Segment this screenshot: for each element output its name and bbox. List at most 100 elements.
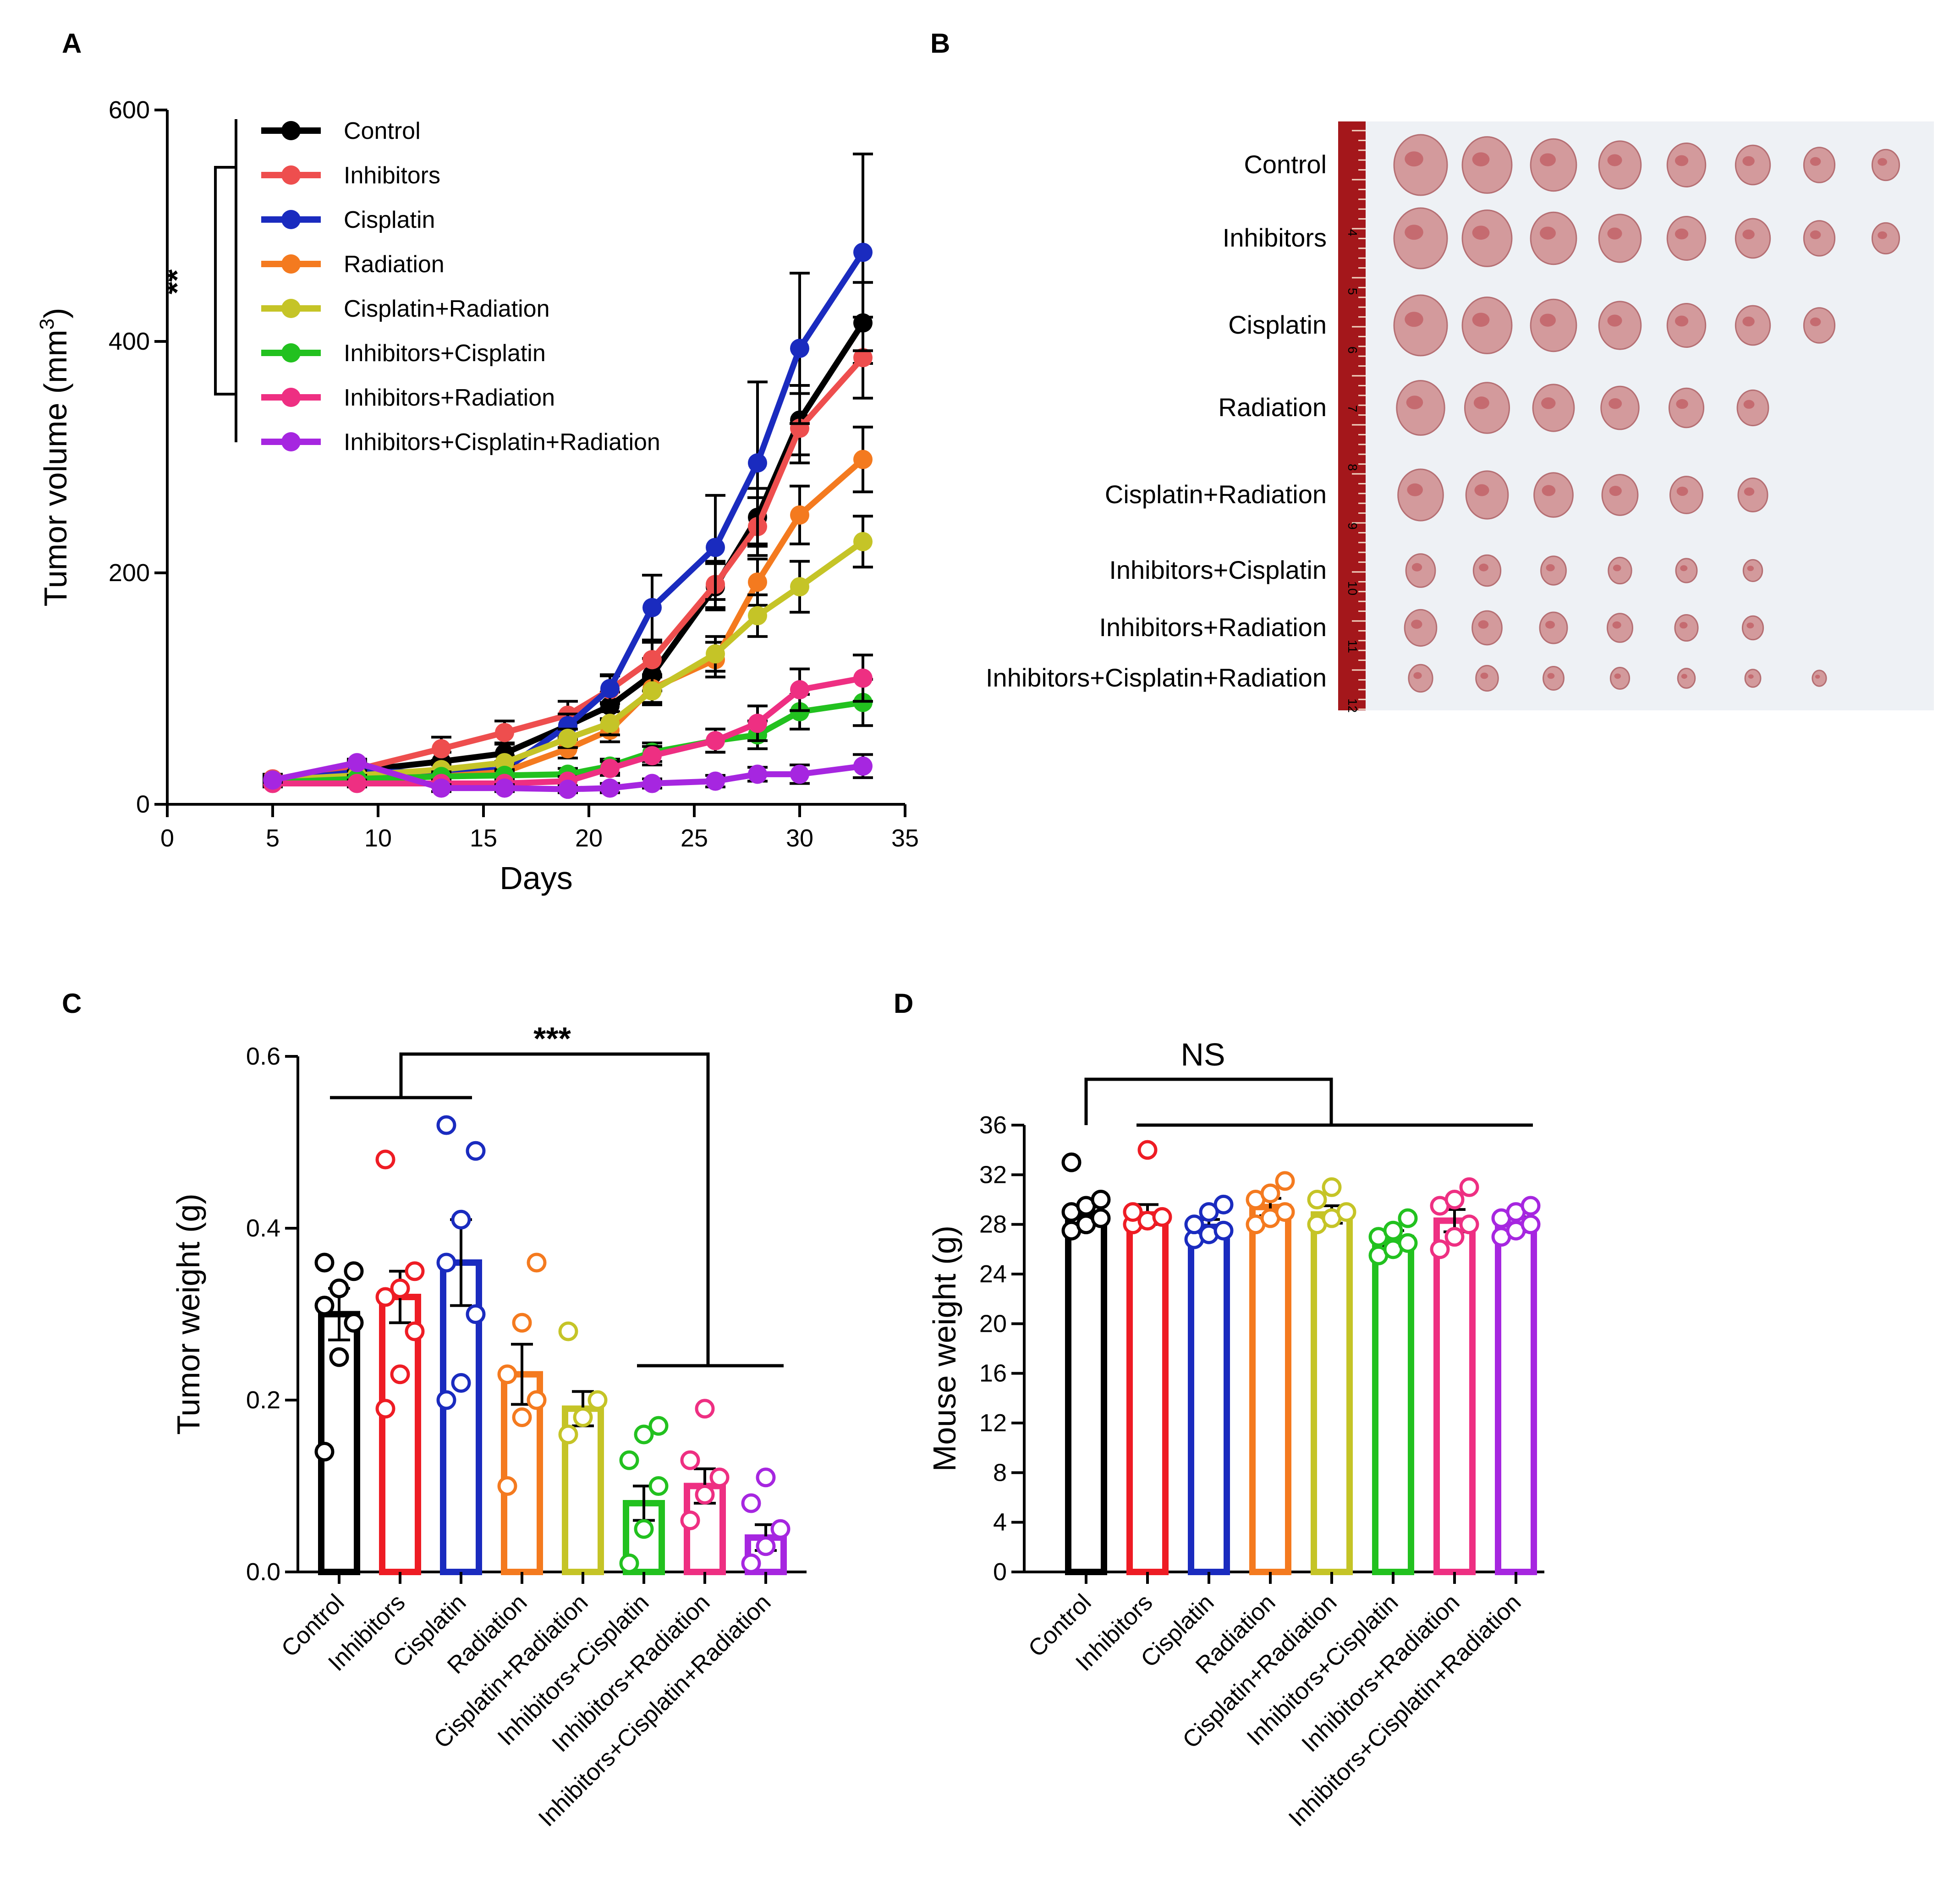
tumor-highlight (1742, 156, 1755, 166)
ruler-number: 11 (1345, 640, 1360, 653)
data-point (375, 1149, 395, 1170)
data-point (634, 1519, 654, 1539)
data-point (527, 1390, 547, 1410)
significance-bracket (1084, 1077, 1333, 1125)
data-point (1336, 1202, 1356, 1222)
data-point (642, 598, 662, 617)
tumor-volume-line-chart: 0 200 400 600 0 5 10 15 20 25 30 35 Days Tumor volume… (36, 96, 919, 896)
tumor-highlight (1680, 565, 1688, 571)
tumor-highlight (1547, 673, 1555, 679)
bar-Inhibitors+Cisplatin (1372, 1235, 1414, 1575)
data-point (512, 1407, 532, 1427)
tumor-sample (1472, 554, 1502, 587)
data-point (558, 1321, 578, 1341)
data-point (748, 714, 767, 733)
photo-row-label: Radiation (1218, 393, 1327, 422)
data-point (390, 1278, 410, 1298)
data-point (512, 1313, 532, 1333)
data-point (790, 680, 809, 700)
tumor-highlight (1609, 486, 1622, 496)
tumor-highlight (1472, 225, 1490, 240)
tumor-highlight (1405, 312, 1423, 327)
significance-label: *** (533, 1021, 571, 1056)
data-point (600, 758, 620, 778)
ruler-number: 7 (1345, 405, 1360, 412)
tumor-sample (1464, 382, 1510, 434)
tumor-sample (1669, 476, 1703, 514)
significance-bracket (399, 1052, 710, 1366)
data-point (790, 505, 809, 525)
ruler-number: 10 (1345, 581, 1360, 595)
legend-marker (281, 432, 301, 451)
y-tick-label: 20 (979, 1310, 1007, 1337)
y-tick-label: 36 (979, 1111, 1007, 1139)
tumor-sample (1404, 609, 1438, 647)
data-point (853, 348, 873, 368)
data-point (1398, 1233, 1418, 1253)
data-point (642, 650, 662, 670)
data-point (1061, 1152, 1082, 1172)
y-tick-label: 8 (993, 1459, 1007, 1486)
significance-label: ** (159, 269, 195, 294)
series-Inhibitors+Cisplatin+Radiation (263, 753, 873, 799)
data-point (263, 770, 282, 790)
tumor-sample (1608, 556, 1632, 585)
data-point (436, 1253, 456, 1273)
ruler-number: 9 (1345, 522, 1360, 530)
tumor-highlight (1676, 486, 1688, 496)
data-point (853, 532, 873, 551)
tumor-highlight (1406, 396, 1423, 409)
tumor-sample (1471, 610, 1503, 646)
y-tick-label: 28 (979, 1211, 1007, 1238)
tumor-highlight (1540, 153, 1556, 166)
data-point (1091, 1208, 1111, 1228)
tumor-highlight (1474, 484, 1489, 496)
tumor-photo-panel: 4 5 6 7 8 9 10 11 12 Control Inhibitors Cisplatin Ra… (986, 121, 1934, 713)
data-point (390, 1364, 410, 1385)
data-point (1430, 1239, 1450, 1259)
data-point (741, 1553, 761, 1573)
series-Cisplatin+Radiation (263, 515, 873, 790)
y-tick-label: 24 (979, 1260, 1007, 1288)
tumor-sample (1871, 222, 1900, 255)
data-point (329, 1278, 349, 1298)
data-point (432, 739, 451, 758)
data-point (1444, 1190, 1465, 1209)
data-point (600, 778, 620, 798)
legend-label: Inhibitors (344, 162, 440, 189)
legend-marker (281, 343, 301, 363)
tumor-highlight (1679, 622, 1688, 629)
ruler-number: 5 (1345, 288, 1360, 295)
legend-label: Inhibitors+Radiation (344, 385, 555, 411)
tumor-sample (1744, 669, 1762, 688)
bar-Inhibitors+Cisplatin+Radiation (1495, 1221, 1537, 1576)
legend-marker (281, 299, 301, 318)
y-tick-label: 32 (979, 1161, 1007, 1188)
data-point (790, 764, 809, 784)
bar-Radiation (1249, 1203, 1291, 1575)
data-point (558, 780, 577, 799)
data-point (634, 1424, 654, 1445)
data-point (344, 1313, 364, 1333)
tumor-sample (1530, 211, 1577, 265)
data-point (375, 1399, 395, 1419)
photo-row-label: Inhibitors (1223, 223, 1327, 252)
tumor-highlight (1480, 672, 1488, 679)
data-point (1184, 1214, 1204, 1235)
tumor-sample (1735, 218, 1771, 259)
data-point (853, 242, 873, 262)
data-point (527, 1253, 547, 1273)
tumor-highlight (1411, 620, 1422, 629)
tumor-highlight (1405, 151, 1423, 167)
significance-label: NS (1180, 1037, 1225, 1072)
data-point (680, 1450, 700, 1470)
data-point (314, 1296, 335, 1316)
tumor-highlight (1478, 620, 1489, 629)
legend-marker (281, 254, 301, 274)
data-point (344, 1261, 364, 1281)
data-point (451, 1373, 471, 1393)
tumor-sample (1741, 615, 1764, 641)
data-point (329, 1347, 349, 1367)
legend-label: Inhibitors+Cisplatin+Radiation (344, 429, 660, 456)
tumor-sample (1396, 380, 1445, 436)
